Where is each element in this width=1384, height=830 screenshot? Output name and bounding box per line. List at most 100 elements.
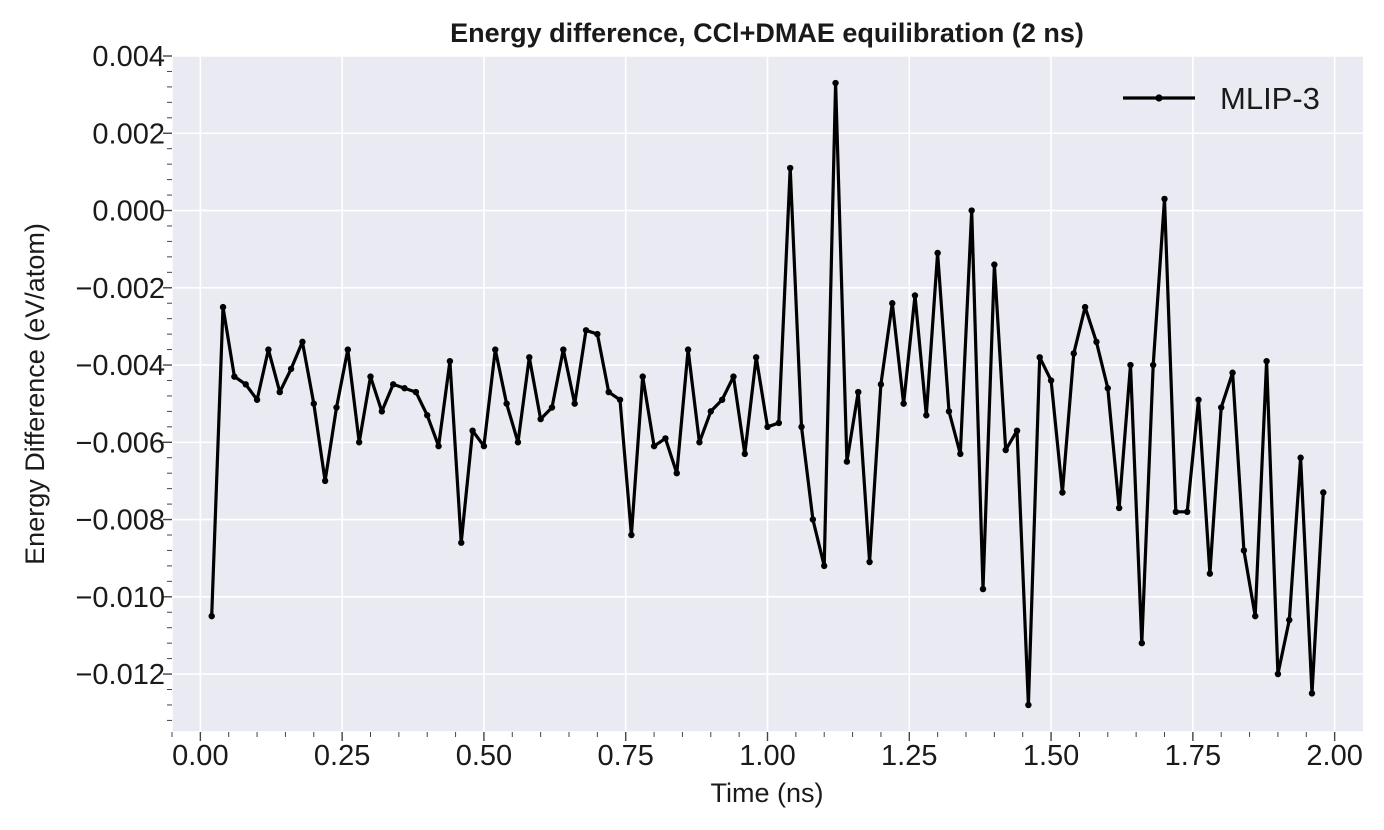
data-point: [1161, 195, 1168, 203]
y-tick-label: −0.004: [75, 350, 165, 382]
x-tick-label: 2.00: [1306, 740, 1362, 772]
data-point: [582, 327, 590, 334]
data-point: [1149, 361, 1157, 369]
data-point: [1218, 404, 1225, 411]
data-point: [355, 439, 363, 446]
data-point: [866, 558, 873, 566]
data-point: [265, 346, 272, 353]
y-tick-label: 0.004: [92, 41, 165, 73]
data-point: [1172, 508, 1180, 516]
grid: [172, 55, 1363, 732]
data-point: [1206, 570, 1214, 577]
legend-label: MLIP-3: [1220, 81, 1320, 116]
data-point: [696, 439, 703, 446]
data-point: [548, 404, 556, 411]
data-point: [1252, 612, 1259, 620]
data-point: [934, 249, 941, 257]
y-tick-label: −0.002: [75, 273, 165, 305]
data-point: [1127, 361, 1134, 369]
x-tick-label: 0.00: [172, 740, 228, 772]
data-point: [1036, 354, 1043, 361]
data-point: [367, 373, 374, 380]
data-point: [889, 300, 896, 307]
series-layer: [208, 79, 1327, 709]
data-point: [503, 400, 510, 407]
data-point: [809, 516, 817, 523]
data-point: [492, 346, 499, 353]
data-point: [412, 388, 420, 396]
data-point: [537, 415, 544, 423]
data-point: [1093, 338, 1100, 346]
data-point: [458, 539, 465, 546]
data-point: [911, 292, 919, 299]
data-point: [1183, 508, 1191, 516]
y-tick-label: −0.010: [75, 582, 165, 614]
y-axis: 0.004 0.002 0.000 −0.002 −0.004 −0.006 −0.008 −…: [75, 41, 172, 721]
y-axis-label: Energy Difference (eV/atom): [20, 223, 50, 565]
data-point: [741, 450, 749, 458]
data-point: [219, 303, 227, 311]
data-point: [650, 442, 658, 450]
x-axis: 0.00 0.25 0.50 0.75 1.00 1.25 1.50 1.75 2.00: [171, 732, 1363, 772]
y-tick-label: −0.006: [75, 427, 165, 459]
data-point: [718, 396, 726, 403]
x-tick-label: 1.00: [739, 740, 795, 772]
data-point: [798, 423, 805, 431]
data-point: [957, 450, 964, 458]
legend: MLIP-3: [1123, 81, 1320, 116]
y-tick-label: 0.002: [92, 118, 165, 150]
data-point: [843, 458, 851, 465]
data-point: [469, 427, 476, 434]
data-point: [242, 381, 249, 388]
data-point: [1081, 303, 1089, 311]
data-point: [514, 439, 522, 446]
data-point: [900, 400, 907, 407]
data-point: [276, 388, 283, 396]
data-point: [923, 412, 930, 419]
data-point: [639, 373, 646, 380]
data-point: [594, 330, 601, 338]
data-point: [855, 388, 862, 396]
data-point: [401, 385, 408, 392]
y-tick-label: −0.008: [75, 505, 165, 537]
data-point: [968, 207, 975, 214]
data-point: [424, 412, 431, 419]
data-point: [231, 373, 238, 380]
data-point: [764, 423, 771, 431]
data-point: [1115, 504, 1123, 512]
data-point: [310, 400, 317, 407]
data-point: [945, 408, 953, 415]
data-point: [389, 381, 397, 388]
data-point: [480, 442, 488, 450]
data-point: [435, 442, 442, 450]
data-point: [730, 373, 737, 380]
data-point: [1195, 396, 1202, 403]
x-tick-label: 1.25: [881, 740, 937, 772]
data-point: [707, 408, 714, 415]
data-point: [1104, 385, 1111, 392]
data-point: [333, 404, 340, 411]
x-tick-label: 1.75: [1165, 740, 1221, 772]
data-point: [662, 435, 669, 442]
data-point: [253, 396, 261, 403]
x-tick-label: 0.50: [456, 740, 512, 772]
data-point: [1025, 701, 1032, 709]
data-point: [446, 357, 454, 365]
data-point: [605, 388, 612, 396]
data-point: [1059, 489, 1066, 496]
y-tick-label: −0.012: [75, 659, 165, 691]
data-point: [344, 346, 352, 353]
data-point: [877, 381, 885, 388]
data-point: [991, 261, 998, 268]
data-point: [208, 612, 215, 620]
data-point: [560, 346, 567, 353]
chart-title: Energy difference, CCl+DMAE equilibratio…: [450, 18, 1084, 48]
data-point: [979, 585, 987, 593]
data-point: [1274, 670, 1282, 678]
data-point: [1138, 639, 1146, 647]
data-point: [1229, 369, 1236, 376]
data-point: [1002, 446, 1009, 454]
data-point: [321, 477, 329, 485]
data-point: [1297, 454, 1304, 461]
y-tick-label: 0.000: [92, 196, 165, 228]
